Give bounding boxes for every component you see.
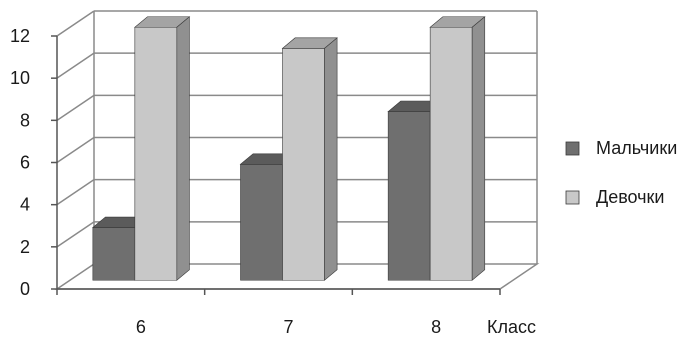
y-tick-label: 6: [20, 153, 30, 173]
legend-item: Девочки: [565, 187, 664, 207]
bar-side: [324, 37, 338, 281]
bar-front: [387, 111, 431, 281]
bar-front: [240, 163, 283, 281]
y-tick-labels: 0 2 4 6 8 10 12: [10, 26, 30, 299]
y-tick-label: 12: [10, 26, 30, 46]
legend-label: Мальчики: [596, 138, 677, 158]
x-tick-labels: 6 7 8: [136, 317, 441, 337]
bar: [281, 37, 338, 281]
y-tick-label: 2: [20, 237, 30, 257]
y-tick-label: 4: [20, 195, 30, 215]
legend-item: Мальчики: [565, 138, 677, 158]
bar-side: [471, 16, 486, 281]
bar: [429, 16, 486, 281]
bar: [134, 16, 191, 281]
gridline-side: [56, 136, 95, 164]
legend-swatch: [565, 190, 580, 205]
bar-front: [134, 26, 178, 281]
gridline-side: [56, 94, 95, 121]
legend-label: Девочки: [596, 187, 664, 207]
y-tick-label: 10: [10, 68, 30, 88]
legend-swatch: [565, 141, 580, 156]
y-tick-label: 8: [20, 110, 30, 130]
legend: Мальчики Девочки: [565, 138, 677, 207]
bars: [92, 16, 486, 281]
x-axis-title: Класс: [487, 317, 536, 337]
gridline-side: [56, 221, 95, 248]
bar-front: [429, 26, 473, 281]
x-tick-label: 7: [283, 317, 293, 337]
x-tick-label: 8: [431, 317, 441, 337]
x-tick-label: 6: [136, 317, 146, 337]
axes: [51, 35, 501, 295]
gridline-side: [56, 179, 95, 206]
bar-front: [92, 227, 136, 281]
gridline-side: [56, 52, 95, 79]
gridline-side: [56, 10, 95, 37]
bar-front: [282, 48, 325, 281]
bar-side: [176, 16, 190, 281]
y-tick-label: 0: [20, 279, 30, 299]
